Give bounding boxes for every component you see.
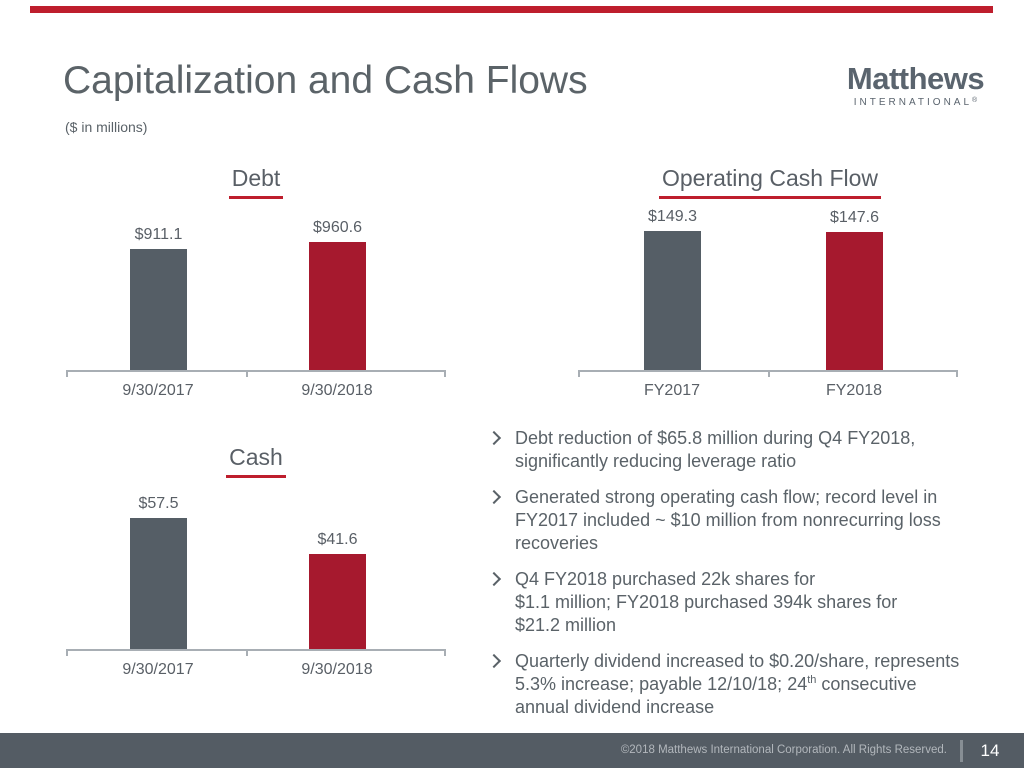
logo-subtext-label: INTERNATIONAL — [853, 97, 973, 108]
bar-group: $960.6 — [309, 219, 366, 370]
bullet-arrow-icon — [486, 486, 515, 555]
debt-chart: Debt $911.1 $960.6 9/30/2017 9/30/2018 — [64, 165, 448, 405]
bar-group: $911.1 — [130, 226, 187, 370]
chart-title-row: Debt — [64, 165, 448, 199]
bullet-text: Quarterly dividend increased to $0.20/sh… — [515, 650, 959, 719]
bullet-line: consecutive — [816, 674, 917, 694]
axis-tick — [444, 651, 446, 656]
bar-2018 — [309, 242, 366, 370]
x-axis — [66, 649, 446, 651]
axis-tick — [768, 372, 770, 377]
bar-value-label: $149.3 — [648, 207, 697, 225]
bullet-line: 5.3% increase; payable 12/10/18; 24 — [515, 674, 808, 694]
bar-fy2017 — [644, 230, 701, 370]
axis-tick — [246, 372, 248, 377]
footer-bar: ©2018 Matthews International Corporation… — [0, 733, 1024, 768]
bar-fy2018 — [826, 232, 883, 370]
bar-2017 — [130, 518, 187, 649]
bullet-item-dividend: Quarterly dividend increased to $0.20/sh… — [486, 650, 1024, 719]
category-label: 9/30/2018 — [301, 382, 373, 399]
bullet-text: Generated strong operating cash flow; re… — [515, 487, 941, 553]
x-axis — [66, 370, 446, 372]
x-axis — [578, 370, 958, 372]
axis-tick — [246, 651, 248, 656]
bar-value-label: $147.6 — [830, 209, 879, 227]
bullet-arrow-icon — [486, 650, 515, 719]
bar-group: $41.6 — [309, 531, 366, 649]
chart-title-row: Operating Cash Flow — [578, 165, 962, 199]
logo-wordmark: Matthews — [846, 61, 985, 96]
bar-2018 — [309, 554, 366, 649]
bullet-item-share-purchases: Q4 FY2018 purchased 22k shares for $1.1 … — [486, 568, 1024, 637]
chart-title: Debt — [228, 165, 284, 199]
bullet-item-debt-reduction: Debt reduction of $65.8 million during Q… — [486, 427, 1024, 473]
bullet-text: Debt reduction of $65.8 million during Q… — [515, 428, 916, 471]
chart-title: Cash — [226, 444, 286, 478]
plot-area: $57.5 $41.6 — [66, 495, 446, 656]
bullet-list: Debt reduction of $65.8 million during Q… — [486, 427, 1024, 732]
matthews-logo: Matthews INTERNATIONAL® — [843, 62, 988, 108]
units-note: ($ in millions) — [65, 119, 148, 135]
axis-tick — [956, 372, 958, 377]
bullet-item-cash-flow: Generated strong operating cash flow; re… — [486, 486, 1024, 555]
bar-value-label: $57.5 — [138, 495, 179, 513]
footer-divider — [960, 740, 963, 762]
axis-tick — [66, 651, 68, 656]
category-label: FY2017 — [643, 382, 701, 399]
cash-chart: Cash $57.5 $41.6 9/30/2017 9/30/2018 — [64, 444, 448, 684]
footer-copyright: ©2018 Matthews International Corporation… — [620, 744, 947, 756]
ordinal-suffix: th — [807, 674, 817, 686]
axis-tick — [66, 372, 68, 377]
bullet-line: annual dividend increase — [515, 697, 715, 717]
chart-title: Operating Cash Flow — [658, 165, 882, 199]
registered-mark: ® — [972, 97, 978, 104]
bar-group: $149.3 — [644, 208, 701, 370]
category-label: 9/30/2018 — [301, 661, 373, 678]
bar-value-label: $911.1 — [134, 225, 183, 243]
chart-title-row: Cash — [64, 444, 448, 478]
plot-area: $911.1 $960.6 — [66, 219, 446, 377]
category-label: FY2018 — [825, 382, 883, 399]
bullet-text: Q4 FY2018 purchased 22k shares for $1.1 … — [515, 569, 898, 635]
bar-group: $147.6 — [826, 209, 883, 370]
category-label: 9/30/2017 — [122, 382, 194, 399]
page-title: Capitalization and Cash Flows — [63, 59, 588, 102]
bullet-arrow-icon — [486, 427, 515, 473]
axis-tick — [578, 372, 580, 377]
bar-2017 — [130, 248, 187, 370]
bullet-line: Quarterly dividend increased to $0.20/sh… — [515, 651, 960, 671]
logo-subtext: INTERNATIONAL® — [843, 97, 988, 108]
category-label: 9/30/2017 — [122, 661, 194, 678]
operating-cash-flow-chart: Operating Cash Flow $149.3 $147.6 FY2017… — [578, 165, 962, 405]
bar-group: $57.5 — [130, 495, 187, 649]
bar-value-label: $41.6 — [317, 531, 358, 549]
plot-area: $149.3 $147.6 — [578, 208, 958, 377]
top-accent-bar — [30, 6, 993, 13]
page-number: 14 — [980, 741, 1000, 760]
bar-value-label: $960.6 — [313, 219, 362, 237]
bullet-arrow-icon — [486, 568, 515, 637]
axis-tick — [444, 372, 446, 377]
